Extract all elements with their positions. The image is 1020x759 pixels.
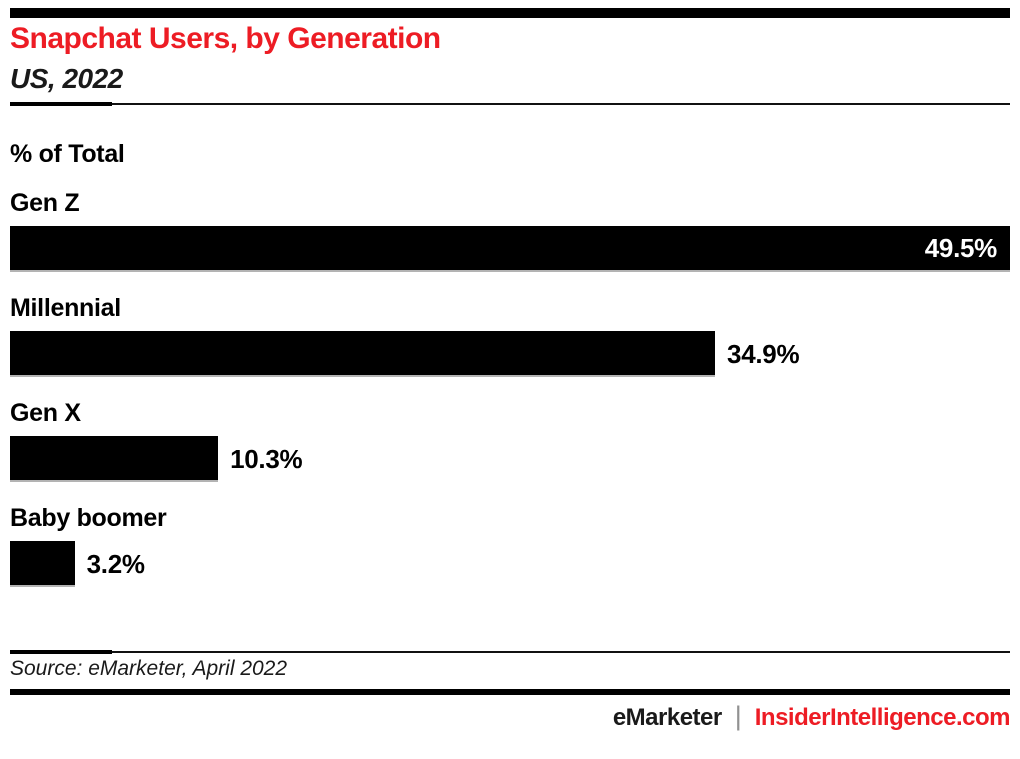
bar-row: Gen Z 49.5% [10,190,1010,274]
chart-subtitle: US, 2022 [10,63,123,94]
bar-row: Millennial 34.9% [10,295,1010,379]
bar [10,541,75,587]
bar-track: 3.2% [10,541,1010,589]
value-label-outside: 3.2% [86,549,145,579]
bar-track: 34.9% [10,331,1010,379]
brand-row: eMarketer | InsiderIntelligence.com [612,701,1011,733]
category-label: Gen X [10,399,81,427]
footer-divider [10,651,1010,653]
value-label-outside: 10.3% [230,444,303,474]
bar-row: Gen X 10.3% [10,400,1010,484]
bar [10,436,219,482]
value-label-outside: 34.9% [727,339,800,369]
header-divider [10,103,1010,105]
bar-chart: Gen Z 49.5% Millennial 34.9% Gen X 10.3%… [10,190,1010,610]
top-accent-bar [10,8,1010,18]
bar-track: 10.3% [10,436,1010,484]
bar: 49.5% [10,226,1010,272]
category-label: Millennial [10,294,121,322]
brand-separator: | [734,701,742,731]
category-label: Baby boomer [10,504,167,532]
bar-row: Baby boomer 3.2% [10,505,1010,589]
bar-track: 49.5% [10,226,1010,274]
header-divider-nub [10,102,112,106]
brand-emarketer: eMarketer [612,703,722,731]
axis-unit-label: % of Total [10,140,125,168]
bar [10,331,716,377]
source-note: Source: eMarketer, April 2022 [10,657,288,680]
value-label-inside: 49.5% [924,232,998,263]
bottom-accent-bar [10,689,1010,695]
chart-title: Snapchat Users, by Generation [10,22,441,55]
footer-divider-nub [10,650,112,654]
category-label: Gen Z [10,189,80,217]
brand-insider-intelligence: InsiderIntelligence.com [754,703,1011,731]
